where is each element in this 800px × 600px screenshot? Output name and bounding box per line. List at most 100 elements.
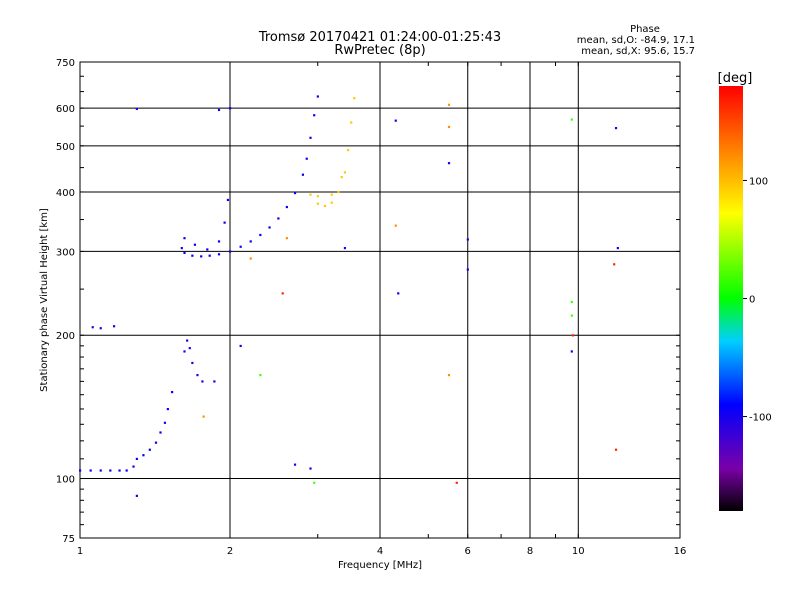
echo-point <box>337 190 340 194</box>
echo-point <box>570 118 573 121</box>
echo-point <box>226 198 230 202</box>
echo-point <box>217 108 221 112</box>
echo-point <box>614 127 618 130</box>
x-tick-label: 1 <box>77 546 83 557</box>
echo-point <box>397 292 400 295</box>
echo-point <box>183 251 186 255</box>
echo-point <box>193 243 197 246</box>
echo-point <box>301 173 305 176</box>
echo-point <box>135 457 138 461</box>
echo-point <box>135 107 138 111</box>
trace-6 <box>202 103 451 418</box>
echo-point <box>340 175 343 179</box>
echo-point <box>163 421 167 424</box>
echo-point <box>217 253 221 256</box>
echo-point <box>259 233 262 237</box>
phase-box-o-line: mean, sd,O: -84.9, 17.1 <box>577 35 695 46</box>
echo-point <box>223 221 226 224</box>
echo-point <box>191 254 194 257</box>
trace-3 <box>309 97 356 208</box>
echo-point <box>91 326 94 329</box>
echo-point <box>350 121 353 124</box>
x-tick-label: 4 <box>377 546 383 557</box>
trace-2 <box>183 95 319 258</box>
echo-point <box>466 238 469 241</box>
echo-point <box>614 448 618 451</box>
echo-point <box>343 171 347 174</box>
echo-point <box>112 325 116 328</box>
echo-point <box>259 374 262 377</box>
chart-title: Tromsø 20170421 01:24:00-01:25:43 <box>258 30 501 45</box>
x-axis-label: Frequency [MHz] <box>338 560 422 571</box>
echo-point <box>191 361 194 365</box>
echo-point <box>316 95 319 98</box>
echo-point <box>159 431 162 434</box>
echo-point <box>135 494 138 497</box>
echo-point <box>330 193 333 196</box>
echo-point <box>249 240 252 243</box>
colorbar-ticks: 100 0 -100 <box>743 176 772 424</box>
echo-point <box>309 193 312 196</box>
echo-point <box>313 481 316 484</box>
echo-point <box>188 347 191 350</box>
echo-point <box>277 217 280 220</box>
echo-point <box>447 103 451 106</box>
trace-5 <box>259 118 573 484</box>
y-tick-label: 500 <box>56 142 75 153</box>
echo-point <box>249 257 252 260</box>
echo-point <box>570 300 573 304</box>
echo-point <box>343 247 347 250</box>
echo-point <box>571 334 575 337</box>
echo-point <box>166 407 169 411</box>
echo-point <box>394 224 397 227</box>
echo-point <box>293 191 297 195</box>
phase-box-x-line: mean, sd,X: 95.6, 15.7 <box>581 46 695 57</box>
x-tick-label: 2 <box>227 546 233 557</box>
echo-point <box>316 195 319 198</box>
echo-point <box>323 204 327 208</box>
y-axis-label: Stationary phase Virtual Height [km] <box>39 208 50 392</box>
echo-point <box>268 226 271 229</box>
echo-point <box>79 469 82 472</box>
chart-subtitle: RwPretec (8p) <box>334 43 425 58</box>
echo-point <box>570 314 573 317</box>
echo-point <box>186 339 189 342</box>
echo-point <box>466 268 469 271</box>
echo-point <box>196 374 199 377</box>
echo-point <box>208 254 211 257</box>
echo-point <box>313 114 316 117</box>
echo-point <box>89 469 92 472</box>
echo-point <box>316 202 319 205</box>
echo-point <box>447 374 451 377</box>
y-tick-label: 300 <box>56 247 75 258</box>
echo-point <box>613 263 616 266</box>
echo-point <box>201 380 204 383</box>
echo-point <box>455 481 458 484</box>
phase-box-title: Phase <box>630 24 660 35</box>
echo-point <box>293 463 297 466</box>
trace-0 <box>79 390 174 472</box>
trace-4 <box>135 107 619 497</box>
colorbar-tick-label: -100 <box>749 413 772 424</box>
echo-point <box>118 469 121 472</box>
colorbar-label: [deg] <box>718 71 753 86</box>
y-tick-label: 100 <box>56 475 75 486</box>
grid-lines <box>80 62 680 538</box>
trace-7 <box>281 263 618 484</box>
echo-point <box>180 247 183 250</box>
echo-point <box>125 469 128 472</box>
colorbar-tick-label: 100 <box>749 176 768 187</box>
echo-point <box>330 201 333 204</box>
x-tick-label: 10 <box>572 546 585 557</box>
echo-point <box>154 441 158 444</box>
echo-point <box>285 205 288 209</box>
echo-point <box>109 469 112 472</box>
y-tick-label: 750 <box>56 58 75 69</box>
echo-point <box>148 448 151 451</box>
echo-point <box>213 380 216 383</box>
colorbar <box>719 86 743 511</box>
echo-point <box>200 255 203 258</box>
y-tick-label: 75 <box>62 534 75 545</box>
echo-point <box>281 292 284 295</box>
